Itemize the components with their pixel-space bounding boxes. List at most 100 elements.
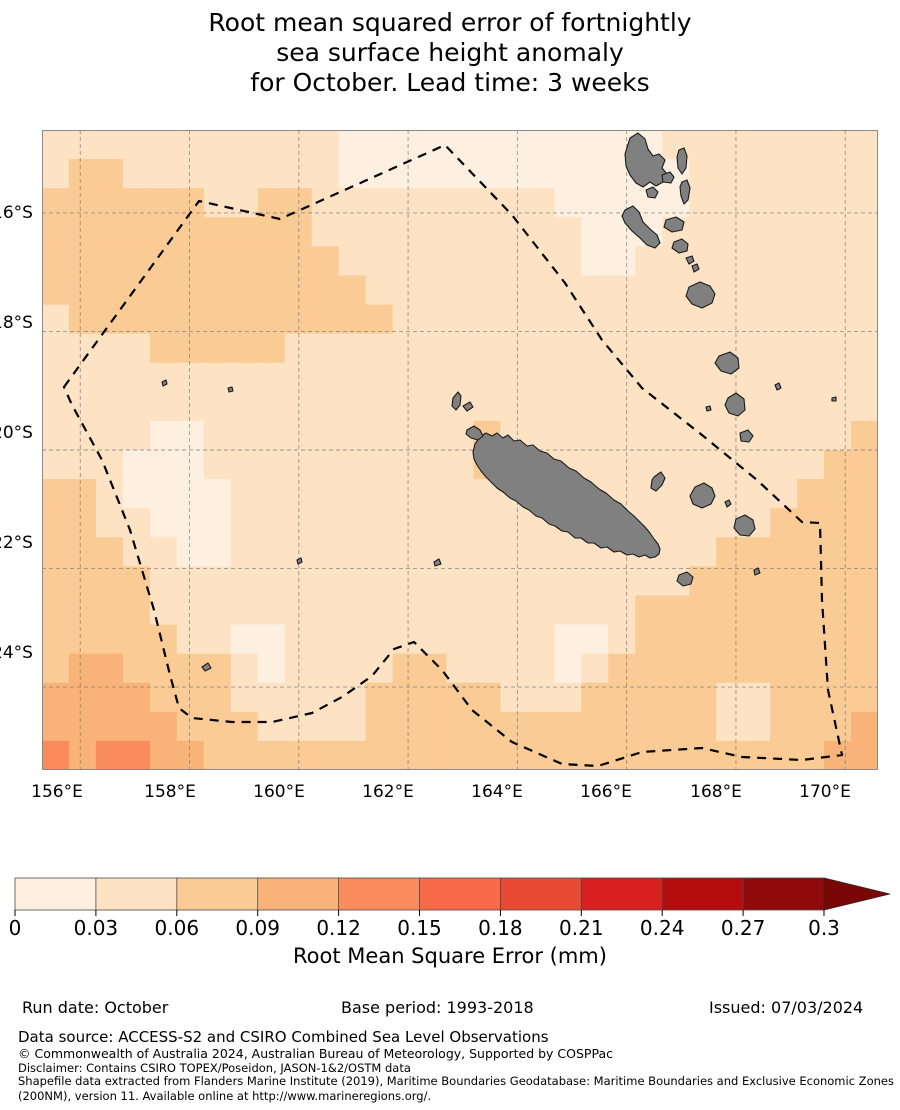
heatmap-cell <box>770 537 798 567</box>
heatmap-cell <box>365 130 394 160</box>
heatmap-cell <box>662 450 690 480</box>
heatmap-cell <box>716 188 744 218</box>
heatmap-cell <box>230 450 259 480</box>
heatmap-cell <box>743 653 771 684</box>
heatmap-cell <box>365 420 394 451</box>
heatmap-cell <box>42 275 70 306</box>
heatmap-cell <box>500 566 529 597</box>
heatmap-cell <box>122 304 151 335</box>
heatmap-cell <box>716 740 744 770</box>
heatmap-cell <box>500 304 529 335</box>
heatmap-cell <box>446 682 475 713</box>
heatmap-cell <box>230 362 259 393</box>
heatmap-cell <box>311 595 340 626</box>
colorbar-tick-label: 0 <box>8 916 22 940</box>
heatmap-cell <box>311 682 340 713</box>
heatmap-cell <box>311 333 340 364</box>
heatmap-cell <box>500 711 529 742</box>
heatmap-cell <box>42 653 70 684</box>
heatmap-cell <box>122 420 151 451</box>
heatmap-cell <box>743 362 771 393</box>
heatmap-cell <box>446 333 475 364</box>
heatmap-cell <box>122 653 151 684</box>
heatmap-cell <box>581 450 609 480</box>
colorbar-tick-label: 0.27 <box>720 916 766 940</box>
heatmap-cell <box>122 682 151 713</box>
heatmap-cell <box>257 653 286 684</box>
heatmap-cell <box>122 391 151 422</box>
heatmap-cell <box>257 450 286 480</box>
island-ouvea <box>650 471 666 492</box>
heatmap-cell <box>689 682 717 713</box>
heatmap-cell <box>392 304 421 335</box>
heatmap-cell <box>419 508 448 538</box>
heatmap-cell <box>689 217 717 247</box>
heatmap-cell <box>527 217 555 247</box>
heatmap-cell <box>311 566 340 597</box>
heatmap-cell <box>689 333 717 364</box>
heatmap-cell <box>392 740 421 770</box>
heatmap-cell <box>338 130 367 160</box>
heatmap-cell <box>392 130 421 160</box>
heatmap-cell <box>338 420 367 451</box>
heatmap-cell <box>419 450 448 480</box>
heatmap-cell <box>230 159 259 189</box>
heatmap-cell <box>662 624 690 655</box>
heatmap-cell <box>689 130 717 160</box>
heatmap-cell <box>851 333 878 364</box>
heatmap-cell <box>149 362 178 393</box>
heatmap-cell <box>365 537 394 567</box>
heatmap-cell <box>851 595 878 626</box>
heatmap-cell <box>635 740 663 770</box>
heatmap-cell <box>95 304 124 335</box>
heatmap-cell <box>122 217 151 247</box>
heatmap-cell <box>176 537 205 567</box>
heatmap-cell <box>797 246 825 277</box>
heatmap-cell <box>851 159 878 189</box>
heatmap-cell <box>770 159 798 189</box>
heatmap-cell <box>554 391 582 422</box>
heatmap-cell <box>365 333 394 364</box>
heatmap-cell <box>230 130 259 160</box>
heatmap-cell <box>149 420 178 451</box>
heatmap-cell <box>554 130 582 160</box>
ytick-1: 18°S <box>0 313 33 333</box>
heatmap-cell <box>338 275 367 306</box>
heatmap-cell <box>797 711 825 742</box>
xtick-7: 170°E <box>799 782 851 802</box>
island-maewo <box>679 179 691 205</box>
heatmap-cell <box>95 595 124 626</box>
heatmap-cell <box>419 362 448 393</box>
heatmap-cell <box>203 624 232 655</box>
heatmap-cell <box>824 304 852 335</box>
heatmap-cell <box>122 566 151 597</box>
heatmap-cell <box>473 740 502 770</box>
heatmap-cell <box>176 275 205 306</box>
heatmap-cell <box>149 450 178 480</box>
heatmap-cell <box>473 653 502 684</box>
heatmap-cell <box>176 595 205 626</box>
heatmap-cell <box>338 624 367 655</box>
heatmap-cell <box>176 653 205 684</box>
island-emae <box>691 263 700 273</box>
heatmap-cell <box>95 537 124 567</box>
island-small-c <box>705 405 712 412</box>
heatmap-cell <box>581 188 609 218</box>
heatmap-cell <box>95 246 124 277</box>
heatmap-cell <box>446 362 475 393</box>
heatmap-cell <box>635 333 663 364</box>
heatmap-cell <box>419 740 448 770</box>
heatmap-cell <box>176 711 205 742</box>
heatmap-cell <box>392 624 421 655</box>
heatmap-cell <box>42 130 70 160</box>
heatmap-cell <box>95 479 124 509</box>
heatmap-cell <box>824 508 852 538</box>
heatmap-cell <box>581 217 609 247</box>
heatmap-cell <box>689 362 717 393</box>
heatmap-cell <box>473 566 502 597</box>
heatmap-cell <box>662 304 690 335</box>
heatmap-cell <box>42 450 70 480</box>
heatmap-cell <box>95 391 124 422</box>
heatmap-cell <box>95 130 124 160</box>
heatmap-cell <box>419 159 448 189</box>
